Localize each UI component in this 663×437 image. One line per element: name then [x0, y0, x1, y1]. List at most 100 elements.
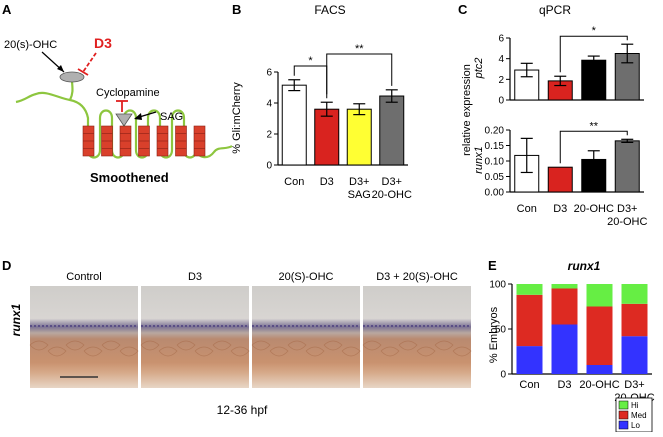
somite-texture [212, 340, 232, 351]
somite-texture [269, 346, 289, 357]
somite-texture [119, 346, 139, 357]
somite-texture [287, 340, 307, 351]
stacked-segment [586, 284, 613, 307]
somite-texture [452, 346, 472, 357]
qpcr-ptc2-chart: 0 2 4 6 * [498, 25, 644, 107]
somite-texture [323, 340, 343, 351]
condition-label: D3 [188, 271, 202, 283]
d3-inhibition-line [82, 52, 97, 73]
embryo-images: Control D3 20(S)-OHC D3 + 20(S)-OHC [29, 271, 472, 388]
y-tick-label: 2 [498, 75, 504, 86]
significance-label: * [308, 55, 313, 67]
stacked-segment [516, 346, 543, 374]
y-tick-label: 4 [266, 99, 272, 110]
x-tick-label: D3 [557, 379, 571, 391]
stacked-segment [621, 284, 648, 304]
bar [346, 108, 372, 166]
legend-label: Med [631, 411, 647, 420]
panel-a-letter: A [2, 2, 12, 17]
x-tick-label: Con [519, 379, 539, 391]
transmembrane-helices [82, 125, 206, 157]
significance-label: * [592, 25, 597, 37]
smoothened-n-terminus [68, 79, 74, 101]
stacked-segment [516, 294, 543, 347]
ohc-arrowhead [57, 65, 64, 72]
somite-texture [398, 340, 418, 351]
legend-label: Lo [631, 421, 640, 430]
y-tick-label: 0 [498, 96, 504, 107]
panel-c-gene-ptc2: ptc2 [473, 58, 485, 80]
x-tick-label: D3+ [624, 379, 645, 391]
stacked-segment [551, 284, 578, 289]
y-tick-label: 2 [266, 130, 272, 141]
somite-texture [140, 340, 160, 351]
embryo-image [363, 286, 471, 388]
somite-texture [83, 346, 103, 357]
smoothened-membrane-line [15, 91, 233, 159]
y-tick-label: 100 [489, 280, 506, 291]
x-tick-label: D3+ [382, 176, 403, 188]
somite-texture [65, 340, 85, 351]
panel-d: D runx1 Control D3 20(S)-OHC D3 + 20(S)-OHC… [2, 258, 472, 417]
stacked-segment [551, 288, 578, 325]
bar [379, 95, 405, 166]
x-tick-label: D3+ [617, 203, 638, 215]
x-tick-label: Con [517, 203, 537, 215]
y-tick-label: 0.10 [485, 157, 505, 168]
sag-label: SAG [160, 111, 183, 123]
somite-texture [230, 346, 250, 357]
smoothened-label: Smoothened [90, 170, 169, 185]
stacked-segment [621, 303, 648, 337]
legend-swatch [618, 400, 629, 410]
condition-label: D3 + 20(S)-OHC [376, 271, 458, 283]
y-tick-label: 4 [498, 54, 504, 65]
panel-c-gene-runx1: runx1 [473, 146, 485, 174]
y-tick-label: 0 [500, 370, 506, 381]
bar [547, 166, 573, 193]
significance-label: ** [355, 43, 364, 55]
panel-b-title: FACS [314, 3, 345, 17]
embryo-image [141, 286, 249, 388]
somite-texture [434, 340, 454, 351]
panel-b-y-label: % Gli:mCherry [231, 82, 243, 154]
panel-d-gene-label: runx1 [9, 303, 23, 336]
legend-label: Hi [631, 401, 639, 410]
bar [581, 59, 607, 101]
x-tick-label: 20-OHC [579, 379, 619, 391]
20s-ohc-ligand [59, 71, 85, 83]
somite-texture [341, 346, 361, 357]
significance-bracket [326, 53, 393, 95]
y-tick-label: 0.00 [485, 188, 505, 199]
y-tick-label: 6 [266, 68, 272, 79]
embryo-image [252, 286, 360, 388]
y-tick-label: 50 [495, 325, 507, 336]
x-tick-label: D3+ [349, 176, 370, 188]
somite-texture [194, 346, 214, 357]
somite-texture [362, 340, 382, 351]
somite-texture [416, 346, 436, 357]
somite-texture [380, 346, 400, 357]
panel-d-stage-label: 12-36 hpf [217, 403, 268, 417]
ohc-label: 20(s)-OHC [4, 39, 57, 51]
panel-c-letter: C [458, 2, 468, 17]
sag-arrowhead [134, 113, 142, 120]
legend-swatch [618, 420, 629, 430]
d3-label: D3 [94, 35, 112, 51]
significance-bracket [559, 130, 628, 164]
x-tick-label: Con [284, 176, 304, 188]
sag-ligand [115, 113, 133, 127]
qpcr-x-labels: Con D3 20-OHC D3+20-OHC [517, 203, 648, 228]
panel-c: C qPCR relative expression ptc2 runx1 0 2… [458, 2, 647, 228]
somite-texture [176, 340, 196, 351]
condition-label: 20(S)-OHC [278, 271, 333, 283]
panel-c-title: qPCR [539, 3, 571, 17]
y-tick-label: 0.15 [485, 141, 505, 152]
panel-e-y-label: % Embryos [488, 306, 500, 363]
stacked-segment [586, 365, 613, 374]
x-tick-label: 20-OHC [574, 203, 614, 215]
